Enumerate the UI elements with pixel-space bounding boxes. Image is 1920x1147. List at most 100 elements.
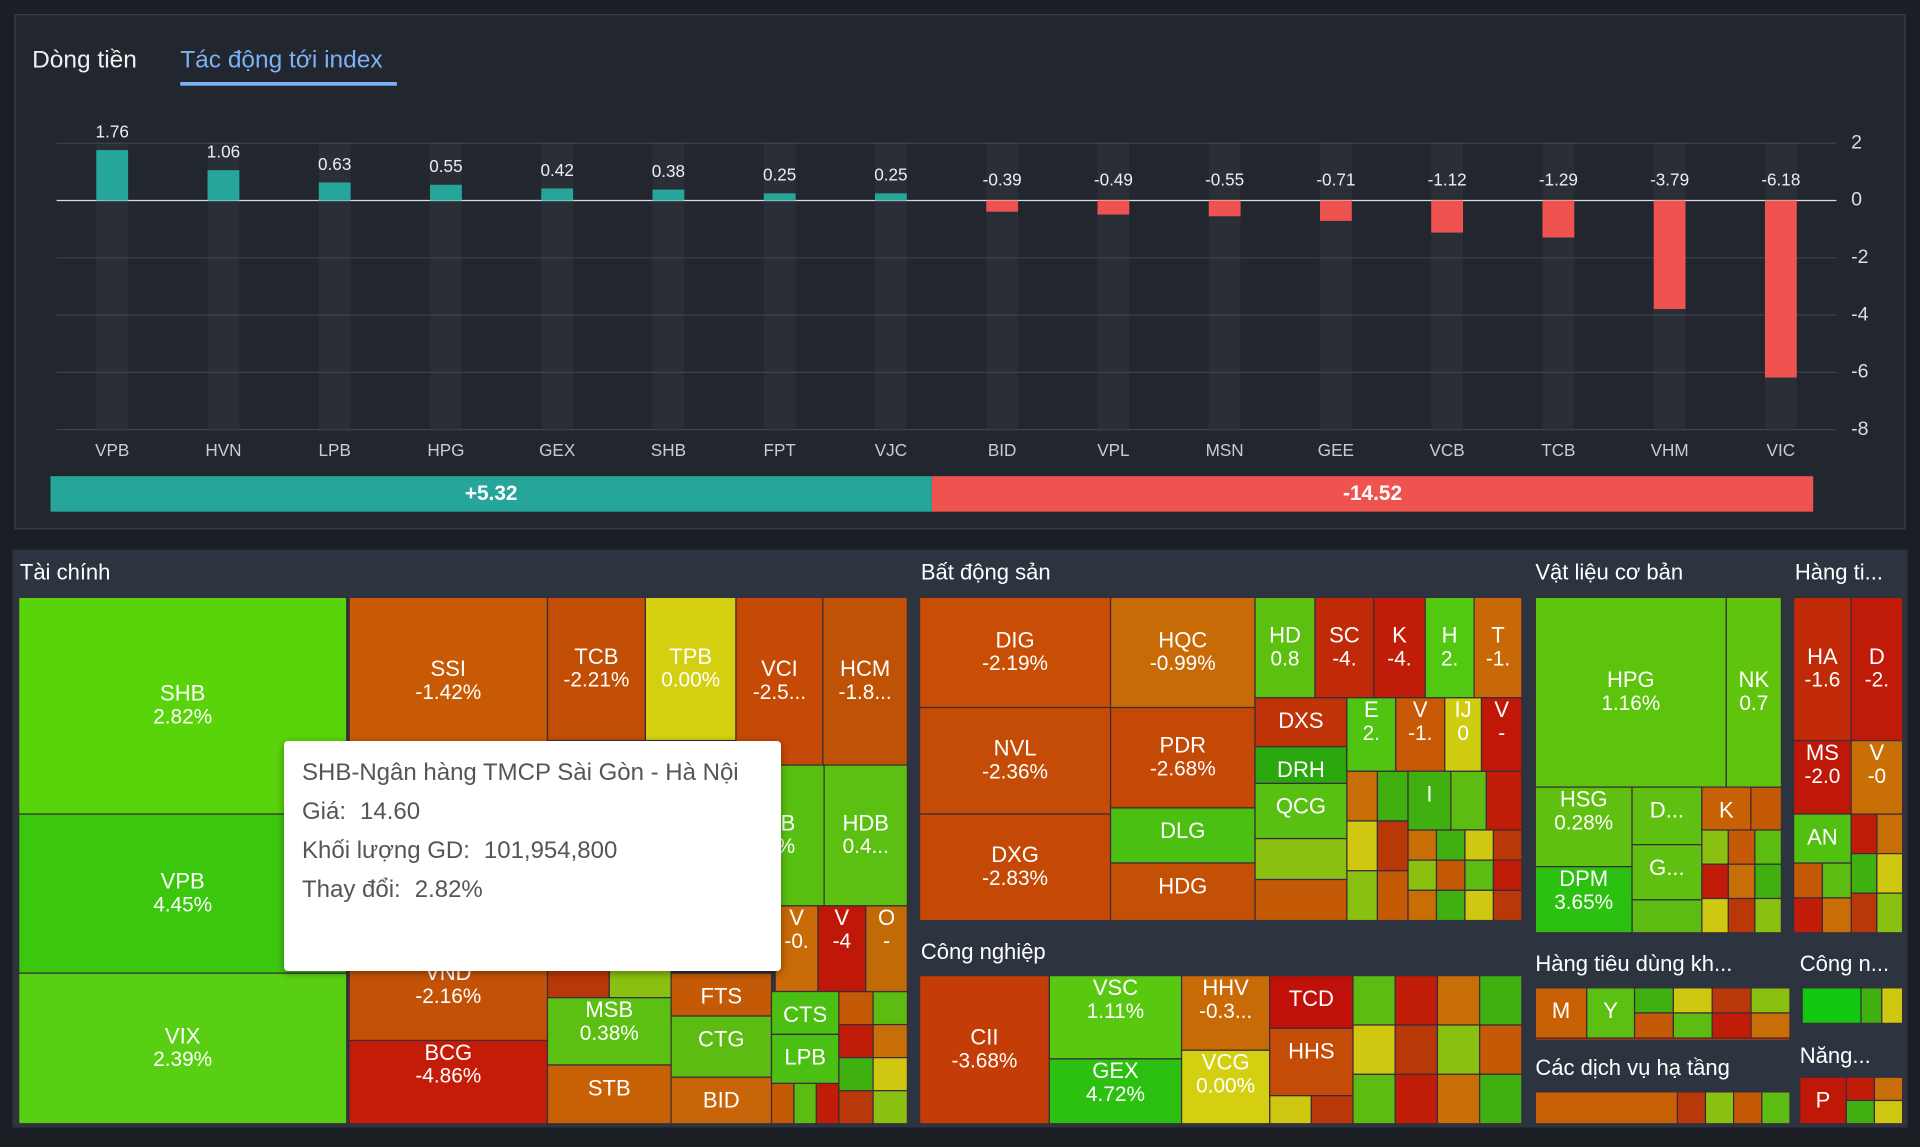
sector-title: Hàng tiêu dùng kh... <box>1535 951 1732 976</box>
tile <box>1109 706 1256 809</box>
column-bg <box>1319 143 1352 430</box>
x-tick-label: VHM <box>1651 440 1689 460</box>
tab[interactable]: Dòng tiền <box>32 47 137 74</box>
tile <box>1436 975 1481 1026</box>
tile <box>1534 786 1633 868</box>
index-panel <box>14 14 1906 530</box>
tooltip-row: Giá: 14.60 <box>302 792 763 831</box>
tile <box>1799 1076 1847 1125</box>
tile <box>1704 1091 1735 1125</box>
tab-underline <box>180 82 397 86</box>
tile-change: -0. <box>784 930 808 953</box>
tooltip-value: 101,954,800 <box>483 837 618 864</box>
bar <box>96 150 129 201</box>
tile <box>1407 859 1438 891</box>
column-bg <box>763 143 796 430</box>
tile-change: -2.16% <box>415 985 481 1008</box>
tooltip-label: Khối lượng GD: <box>302 837 470 864</box>
x-tick-label: TCB <box>1541 440 1575 460</box>
bar <box>541 188 574 201</box>
bar <box>986 200 1019 212</box>
tile <box>1492 889 1523 922</box>
tile <box>1373 596 1426 699</box>
tooltip-row: Khối lượng GD: 101,954,800 <box>302 831 763 870</box>
tile <box>1701 897 1729 934</box>
tile-change: -4. <box>1387 647 1411 670</box>
tile <box>1754 863 1782 900</box>
tile-ticker: T <box>1491 622 1504 647</box>
tile-ticker: AN <box>1807 824 1838 849</box>
bar <box>1208 200 1241 217</box>
tile <box>1269 1027 1354 1097</box>
value-label: -0.71 <box>1316 169 1355 189</box>
sector-title: Công nghiệp <box>921 939 1046 964</box>
tile <box>1534 596 1727 788</box>
tile <box>1480 697 1523 772</box>
tile-ticker: VSC <box>1093 975 1138 1000</box>
tile <box>1845 1076 1876 1102</box>
tile <box>1479 975 1523 1026</box>
tile-ticker: BID <box>703 1088 740 1113</box>
value-label: -1.29 <box>1539 169 1578 189</box>
tile-ticker: O <box>878 905 895 930</box>
tile <box>1254 782 1348 840</box>
sector-title: Bất động sản <box>921 559 1051 584</box>
tile-ticker: K <box>1719 797 1734 822</box>
tooltip-label: Giá: <box>302 798 347 825</box>
tooltip: SHB-Ngân hàng TMCP Sài Gòn - Hà Nội Giá:… <box>284 741 781 971</box>
tile <box>1631 844 1703 901</box>
tooltip-value: 2.82% <box>414 876 483 903</box>
tile <box>1180 975 1271 1051</box>
tile-change: -1.8... <box>839 681 892 704</box>
column-bg <box>1431 143 1464 430</box>
tile-ticker: HDG <box>1158 873 1207 898</box>
value-label: -1.12 <box>1428 169 1467 189</box>
tile <box>1850 853 1878 894</box>
tile-ticker: VIX <box>165 1023 201 1048</box>
tile <box>1793 596 1852 742</box>
tile-change: -2.83% <box>982 867 1048 890</box>
tile <box>1310 1094 1354 1125</box>
tile <box>770 1082 795 1125</box>
tile-ticker: HSG <box>1560 786 1608 811</box>
tile <box>1750 1012 1791 1039</box>
tile <box>348 1039 549 1125</box>
tile <box>1254 878 1348 922</box>
tile <box>1407 829 1438 861</box>
y-tick-label: -6 <box>1851 361 1869 383</box>
tile <box>918 975 1050 1125</box>
tile-change: -1. <box>1486 647 1510 670</box>
tile <box>1444 697 1483 772</box>
tile-ticker: V <box>835 905 850 930</box>
tile-change: 1.11% <box>1087 1000 1144 1023</box>
x-tick-label: HVN <box>205 440 241 460</box>
tile <box>1534 866 1633 934</box>
x-tick-label: BID <box>988 440 1017 460</box>
tile-ticker: STB <box>588 1075 631 1100</box>
tile <box>1801 987 1862 1024</box>
tile <box>1876 853 1904 894</box>
bar <box>652 189 685 201</box>
tile-ticker: I <box>1426 781 1432 806</box>
value-label: 0.55 <box>429 156 462 176</box>
bar <box>1542 200 1575 238</box>
tile-ticker: IJ <box>1455 697 1472 722</box>
tile <box>872 990 908 1026</box>
tile <box>546 596 647 742</box>
tile-ticker: H <box>1442 622 1458 647</box>
tile <box>1395 697 1446 772</box>
tile <box>1850 813 1878 855</box>
tile-ticker: CTS <box>783 1002 827 1027</box>
tile <box>872 1090 908 1125</box>
tile <box>918 596 1112 709</box>
tile <box>348 596 549 766</box>
summary-label: -14.52 <box>1343 482 1402 505</box>
tile-ticker: HD <box>1269 622 1301 647</box>
tab-active[interactable]: Tác động tới index <box>180 47 382 74</box>
tile-change: -2.21% <box>563 669 629 692</box>
tile-ticker: HPG <box>1607 667 1655 692</box>
value-label: 1.76 <box>96 121 129 141</box>
tile <box>1631 899 1703 934</box>
tile-change: 3.65% <box>1554 891 1613 914</box>
tile-change: 0.00% <box>1196 1075 1255 1098</box>
